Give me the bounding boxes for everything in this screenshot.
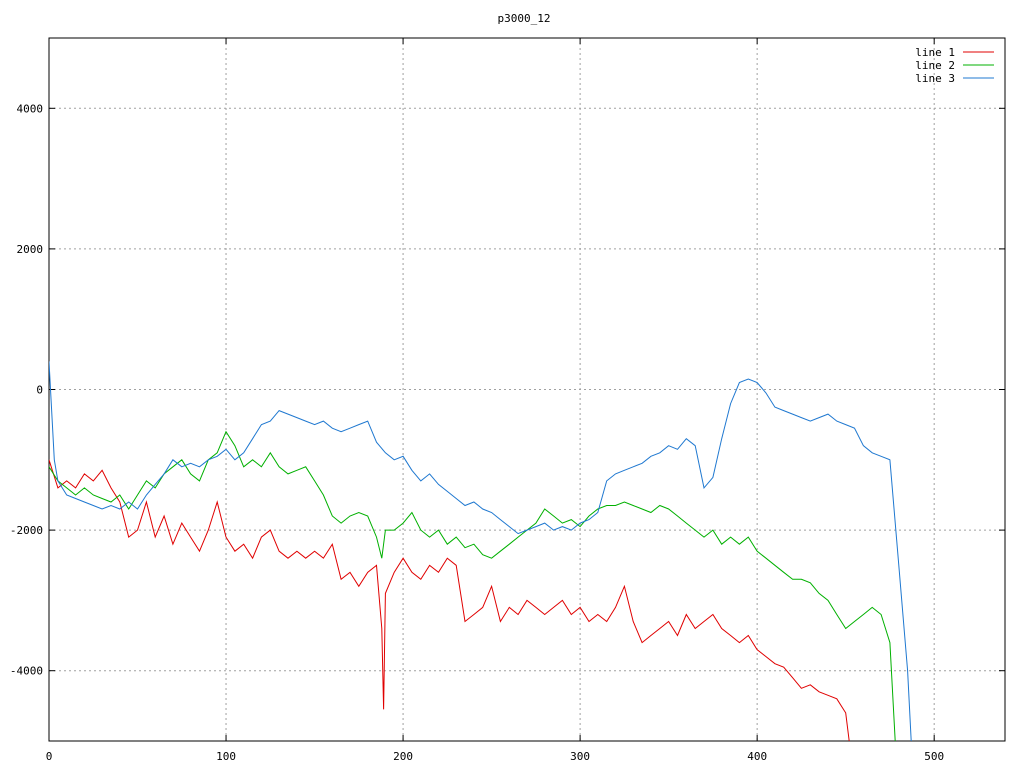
legend-label-1: line 1 <box>915 46 955 59</box>
series-line-2 <box>49 430 896 741</box>
y-tick-label: 2000 <box>17 243 44 256</box>
x-tick-label: 200 <box>393 750 413 763</box>
grid-lines <box>49 38 1005 741</box>
y-tick-label: -4000 <box>10 665 43 678</box>
y-tick-label: 4000 <box>17 102 44 115</box>
legend-label-2: line 2 <box>915 59 955 72</box>
x-tick-label: 0 <box>46 750 53 763</box>
x-tick-label: 300 <box>570 750 590 763</box>
series-line-1 <box>49 459 850 741</box>
chart-title: p3000_12 <box>498 12 551 25</box>
x-axis-tick-labels: 0 100 200 300 400 500 <box>46 750 944 763</box>
series-line-3 <box>49 361 912 741</box>
axes <box>48 37 1006 742</box>
y-tick-label: -2000 <box>10 524 43 537</box>
legend-label-3: line 3 <box>915 72 955 85</box>
x-tick-label: 100 <box>216 750 236 763</box>
y-tick-label: 0 <box>36 384 43 397</box>
series-lines <box>49 361 912 741</box>
y-axis-tick-labels: -4000 -2000 0 2000 4000 <box>10 102 43 677</box>
x-tick-label: 500 <box>924 750 944 763</box>
x-tick-label: 400 <box>747 750 767 763</box>
